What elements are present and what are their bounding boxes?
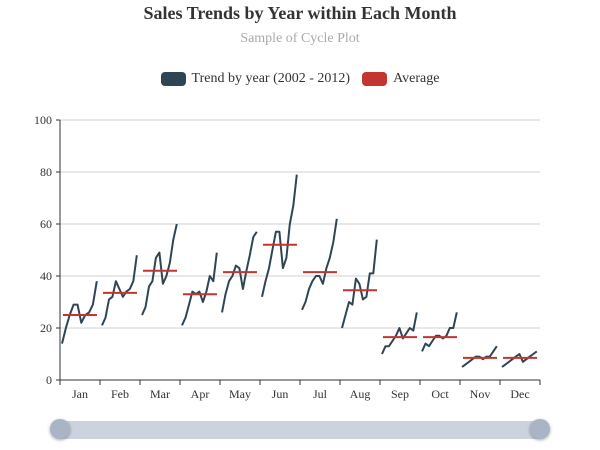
legend-label-average: Average xyxy=(393,71,440,86)
x-tick-label-jul: Jul xyxy=(313,387,328,401)
x-tick-label-nov: Nov xyxy=(470,387,491,401)
chart-title: Sales Trends by Year within Each Month xyxy=(143,3,457,23)
x-tick-label-aug: Aug xyxy=(350,387,371,401)
trend-line-oct xyxy=(421,312,458,352)
trend-line-aug xyxy=(341,239,378,329)
trend-line-mar xyxy=(141,223,178,316)
x-tick-label-may: May xyxy=(229,387,251,401)
x-tick-label-jan: Jan xyxy=(72,387,88,401)
trend-line-jul xyxy=(301,218,338,311)
trend-line-apr xyxy=(181,252,218,326)
x-tick-label-oct: Oct xyxy=(431,387,449,401)
x-tick-label-mar: Mar xyxy=(150,387,170,401)
trend-line-dec xyxy=(501,350,538,368)
zoom-handle-start[interactable] xyxy=(50,419,70,439)
trend-line-sep xyxy=(381,312,418,355)
legend-item-trend[interactable]: Trend by year (2002 - 2012) xyxy=(160,71,351,87)
x-tick-label-jun: Jun xyxy=(272,387,289,401)
trend-line-jun xyxy=(261,174,298,298)
x-tick-label-dec: Dec xyxy=(510,387,529,401)
y-tick-label: 100 xyxy=(34,113,52,127)
legend-label-trend: Trend by year (2002 - 2012) xyxy=(191,71,351,86)
y-tick-label: 40 xyxy=(40,269,52,283)
x-tick-label-sep: Sep xyxy=(391,387,409,401)
zoom-handle-end[interactable] xyxy=(530,419,550,439)
zoom-slider[interactable] xyxy=(50,419,550,439)
trend-line-nov xyxy=(461,345,498,368)
legend-swatch-average xyxy=(362,72,388,86)
x-tick-label-apr: Apr xyxy=(191,387,210,401)
y-tick-label: 60 xyxy=(40,217,52,231)
x-tick-label-feb: Feb xyxy=(111,387,129,401)
chart-subtitle: Sample of Cycle Plot xyxy=(240,31,360,46)
trend-line-feb xyxy=(101,255,138,326)
y-tick-label: 80 xyxy=(40,165,52,179)
trend-line-jan xyxy=(61,281,98,344)
y-tick-label: 0 xyxy=(46,373,52,387)
legend-swatch-trend xyxy=(160,72,186,86)
legend-item-average[interactable]: Average xyxy=(362,71,439,87)
cycle-plot: 0 20 40 60 80 100 Jan Feb Mar Apr May Jun Jul Aug Sep O… xyxy=(34,113,541,401)
y-tick-label: 20 xyxy=(40,321,52,335)
trend-line-may xyxy=(221,231,258,313)
chart-legend: Trend by year (2002 - 2012) Average xyxy=(0,71,600,87)
